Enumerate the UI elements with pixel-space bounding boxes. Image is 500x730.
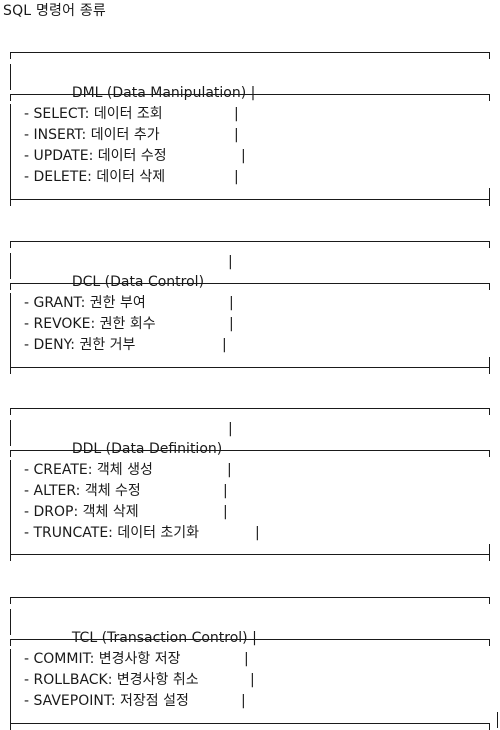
section-header-label: TCL (Transaction Control) | <box>71 630 257 646</box>
list-item: - TRUNCATE: 데이터 초기화 <box>24 525 200 541</box>
box-bottom-border <box>10 367 490 374</box>
list-item: - GRANT: 권한 부여 <box>24 295 146 311</box>
list-item: - CREATE: 객체 생성 <box>24 462 153 478</box>
box-left-border <box>10 460 11 554</box>
list-item: - DROP: 객체 삭제 <box>24 504 139 520</box>
dml-section: DML (Data Manipulation) | - SELECT: 데이터 … <box>10 52 490 206</box>
list-item: - INSERT: 데이터 추가 <box>24 127 160 143</box>
box-top-border <box>10 408 490 415</box>
header-divider <box>10 639 490 646</box>
line-separator: | <box>241 148 246 164</box>
box-right-border <box>489 188 490 200</box>
line-separator: | <box>241 693 246 709</box>
header-divider <box>10 450 490 457</box>
box-left-border <box>10 253 11 279</box>
list-item: - DELETE: 데이터 삭제 <box>24 169 166 185</box>
box-top-border <box>10 52 490 59</box>
box-top-border <box>10 597 490 604</box>
section-header-label: DDL (Data Definition) <box>71 441 223 457</box>
dcl-section: DCL (Data Control) | - GRANT: 권한 부여 | - … <box>10 241 490 374</box>
list-item: - UPDATE: 데이터 수정 <box>24 148 167 164</box>
box-left-border <box>10 188 11 200</box>
box-left-border <box>10 420 11 446</box>
box-top-border <box>10 241 490 248</box>
list-item: - COMMIT: 변경사항 저장 <box>24 651 181 667</box>
list-item: - ALTER: 객체 수정 <box>24 483 141 499</box>
section-header: DML (Data Manipulation) | <box>54 63 256 101</box>
box-bottom-border <box>10 723 490 730</box>
line-separator: | <box>234 169 239 185</box>
header-separator: | <box>228 254 233 270</box>
line-separator: | <box>223 483 228 499</box>
list-item: - ROLLBACK: 변경사항 취소 <box>24 672 199 688</box>
box-left-border <box>10 104 11 188</box>
list-item: - REVOKE: 권한 회수 <box>24 316 156 332</box>
line-separator: | <box>250 672 255 688</box>
ddl-section: DDL (Data Definition) | - CREATE: 객체 생성 … <box>10 408 490 561</box>
line-separator: | <box>229 295 234 311</box>
text-cursor <box>497 712 498 728</box>
line-separator: | <box>234 127 239 143</box>
section-header-label: DML (Data Manipulation) | <box>71 85 256 101</box>
line-separator: | <box>227 462 232 478</box>
line-separator: | <box>222 337 227 353</box>
header-separator: | <box>228 421 233 437</box>
line-separator: | <box>223 504 228 520</box>
box-left-border <box>10 609 11 635</box>
box-right-border <box>489 94 490 98</box>
line-separator: | <box>234 106 239 122</box>
list-item: - DENY: 권한 거부 <box>24 337 136 353</box>
line-separator: | <box>229 316 234 332</box>
box-left-border <box>10 64 11 90</box>
list-item: - SAVEPOINT: 저장점 설정 <box>24 693 189 709</box>
line-separator: | <box>244 651 249 667</box>
box-bottom-border <box>10 199 490 206</box>
section-header: DCL (Data Control) <box>54 252 204 290</box>
section-header: TCL (Transaction Control) | <box>54 608 257 646</box>
header-divider <box>10 94 490 101</box>
box-bottom-border <box>10 554 490 561</box>
tcl-section: TCL (Transaction Control) | - COMMIT: 변경… <box>10 597 490 730</box>
section-header: DDL (Data Definition) <box>54 419 222 457</box>
line-separator: | <box>255 525 260 541</box>
section-header-label: DCL (Data Control) <box>71 274 205 290</box>
list-item: - SELECT: 데이터 조회 <box>24 106 163 122</box>
box-right-border <box>489 357 490 367</box>
box-left-border <box>10 649 11 723</box>
box-left-border <box>10 293 11 367</box>
header-divider <box>10 283 490 290</box>
box-right-border <box>489 544 490 554</box>
document-title: SQL 명령어 종류 <box>3 3 107 19</box>
